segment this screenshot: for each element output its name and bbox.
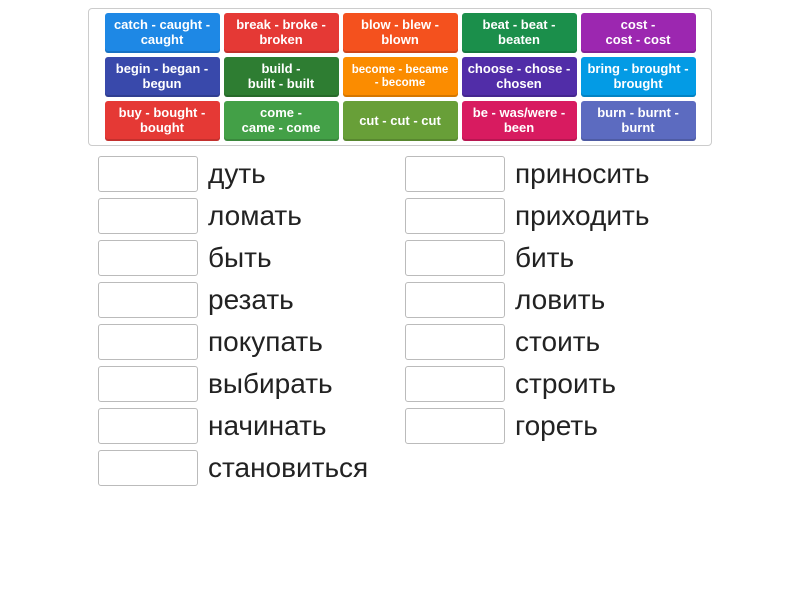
verb-tile[interactable]: bring - brought - brought <box>581 57 696 97</box>
verb-tile[interactable]: beat - beat - beaten <box>462 13 577 53</box>
drop-slot[interactable] <box>405 282 505 318</box>
answer-row: покупать <box>98 324 395 360</box>
verb-tile[interactable]: cost - cost - cost <box>581 13 696 53</box>
verb-tile[interactable]: be - was/were - been <box>462 101 577 141</box>
verb-tile[interactable]: blow - blew - blown <box>343 13 458 53</box>
answer-label: приносить <box>515 158 649 190</box>
drop-slot[interactable] <box>405 408 505 444</box>
answer-label: ловить <box>515 284 605 316</box>
answer-row: становиться <box>98 450 395 486</box>
answer-label: покупать <box>208 326 323 358</box>
verb-tile[interactable]: become - became - become <box>343 57 458 97</box>
drop-slot[interactable] <box>98 450 198 486</box>
drop-slot[interactable] <box>405 156 505 192</box>
drop-slot[interactable] <box>98 408 198 444</box>
drop-slot[interactable] <box>405 198 505 234</box>
drop-slot[interactable] <box>98 156 198 192</box>
answer-row: резать <box>98 282 395 318</box>
answer-label: быть <box>208 242 272 274</box>
answer-label: гореть <box>515 410 598 442</box>
answer-row: выбирать <box>98 366 395 402</box>
answer-label: бить <box>515 242 574 274</box>
answer-label: стоить <box>515 326 600 358</box>
answer-label: становиться <box>208 452 368 484</box>
drop-slot[interactable] <box>98 366 198 402</box>
drop-slot[interactable] <box>98 198 198 234</box>
answer-row: быть <box>98 240 395 276</box>
drop-slot[interactable] <box>405 324 505 360</box>
answers-column-right: приносить приходить бить ловить стоить строит… <box>405 156 702 492</box>
drop-slot[interactable] <box>405 240 505 276</box>
answer-row: бить <box>405 240 702 276</box>
answer-label: дуть <box>208 158 266 190</box>
answer-row: стоить <box>405 324 702 360</box>
verb-tile[interactable]: catch - caught - caught <box>105 13 220 53</box>
drop-slot[interactable] <box>98 240 198 276</box>
answer-row: начинать <box>98 408 395 444</box>
verb-tile[interactable]: buy - bought - bought <box>105 101 220 141</box>
answer-label: выбирать <box>208 368 333 400</box>
drop-slot[interactable] <box>405 366 505 402</box>
verb-tile[interactable]: cut - cut - cut <box>343 101 458 141</box>
answers-column-left: дуть ломать быть резать покупать выбирать начи… <box>98 156 395 492</box>
answer-label: начинать <box>208 410 326 442</box>
drop-slot[interactable] <box>98 282 198 318</box>
exercise-container: catch - caught - caughtbreak - broke - b… <box>8 8 792 492</box>
verb-tile[interactable]: come - came - come <box>224 101 339 141</box>
answer-row: дуть <box>98 156 395 192</box>
tile-bank: catch - caught - caughtbreak - broke - b… <box>88 8 712 146</box>
answers-grid: дуть ломать быть резать покупать выбирать начи… <box>98 156 702 492</box>
answer-row: строить <box>405 366 702 402</box>
answer-row: ломать <box>98 198 395 234</box>
answer-label: ломать <box>208 200 302 232</box>
verb-tile[interactable]: choose - chose - chosen <box>462 57 577 97</box>
answer-row: приносить <box>405 156 702 192</box>
verb-tile[interactable]: begin - began - begun <box>105 57 220 97</box>
answer-label: приходить <box>515 200 649 232</box>
verb-tile[interactable]: build - built - built <box>224 57 339 97</box>
verb-tile[interactable]: break - broke - broken <box>224 13 339 53</box>
answer-row: ловить <box>405 282 702 318</box>
verb-tile[interactable]: burn - burnt - burnt <box>581 101 696 141</box>
answer-row: приходить <box>405 198 702 234</box>
drop-slot[interactable] <box>98 324 198 360</box>
answer-row: гореть <box>405 408 702 444</box>
answer-label: резать <box>208 284 294 316</box>
answer-label: строить <box>515 368 616 400</box>
